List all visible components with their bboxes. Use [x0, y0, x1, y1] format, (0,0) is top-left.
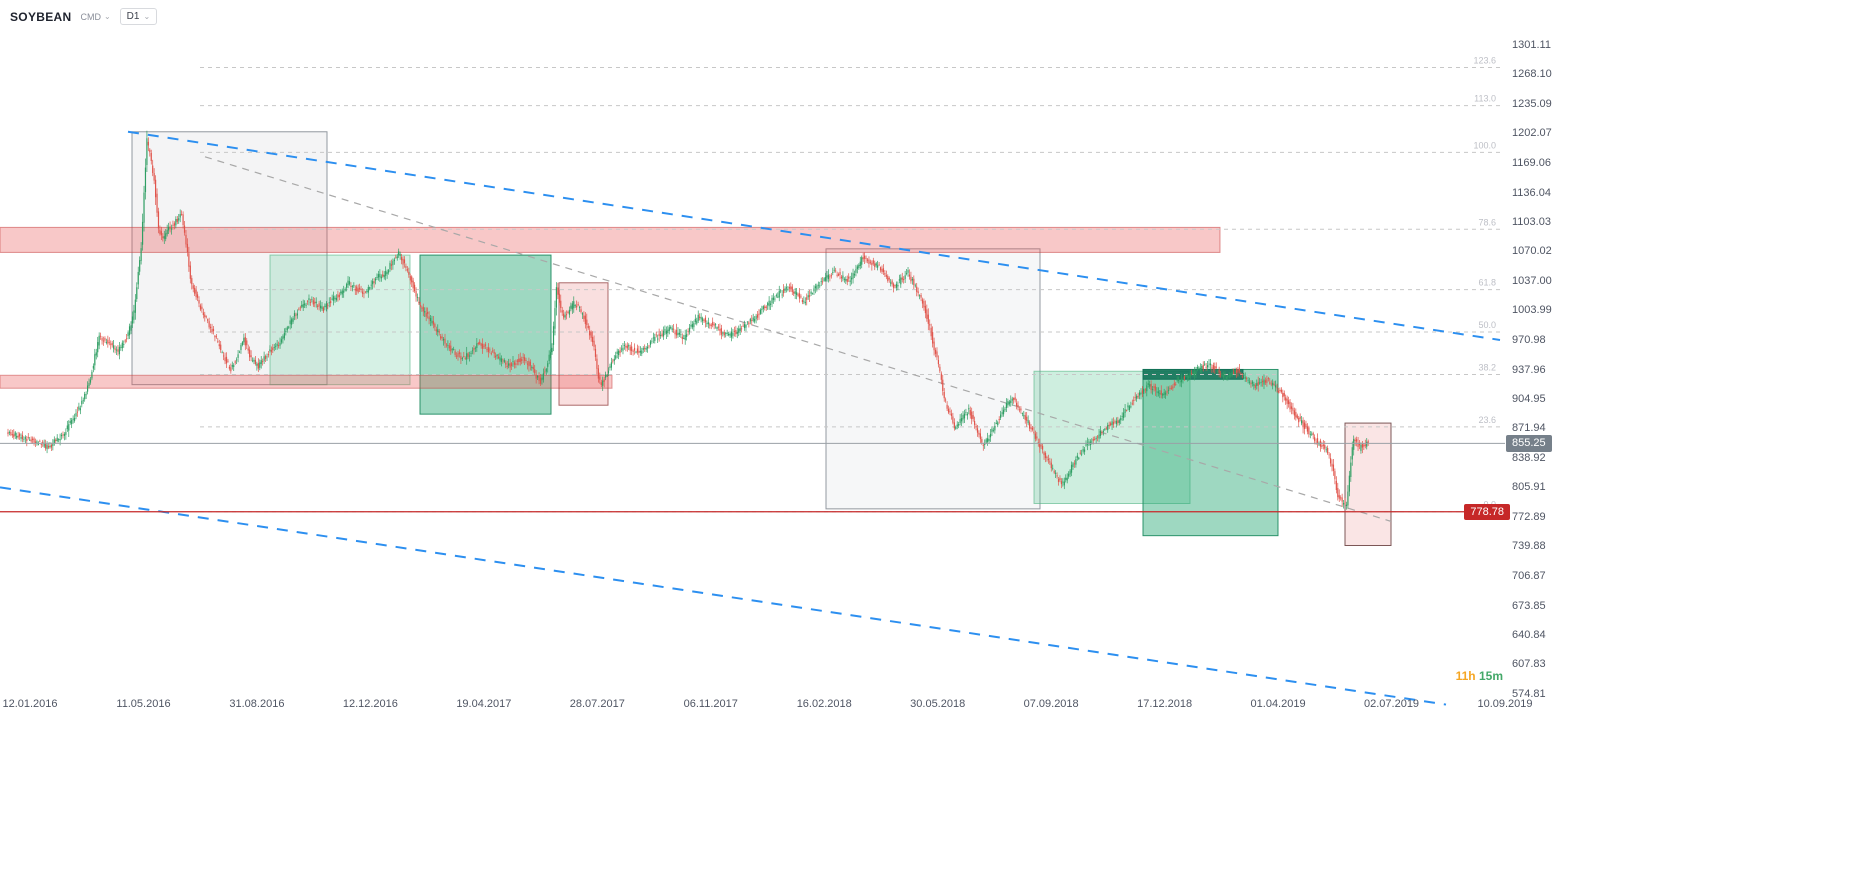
price-tick: 640.84	[1512, 628, 1546, 641]
chart-header: SOYBEAN CMD ⌄ D1 ⌄	[10, 8, 158, 25]
fib-level-label: 61.8	[1478, 278, 1496, 288]
price-tick: 1103.03	[1512, 215, 1551, 228]
date-tick: 19.04.2017	[456, 698, 512, 710]
price-lines-layer	[0, 442, 1505, 513]
date-tick: 12.01.2016	[2, 698, 58, 710]
alert-price-badge[interactable]: 778.78	[1464, 503, 1510, 521]
price-tick: 871.94	[1512, 422, 1546, 435]
price-tick: 805.91	[1512, 481, 1546, 494]
price-tick: 1202.07	[1512, 127, 1552, 140]
demand-box-mint-2016[interactable]	[269, 254, 411, 386]
date-tick: 02.07.2019	[1364, 698, 1420, 710]
fib-level-label: 113.0	[1474, 94, 1496, 104]
price-tick: 739.88	[1512, 540, 1546, 553]
market-label: CMD	[80, 11, 101, 22]
range-box-2018[interactable]	[825, 248, 1041, 510]
supply-zone-minor[interactable]	[0, 374, 613, 389]
price-tick: 1070.02	[1512, 245, 1552, 258]
price-tick: 772.89	[1512, 511, 1546, 523]
fib-level-label: 100.0	[1473, 140, 1496, 150]
demand-box-green-2017[interactable]	[419, 254, 552, 415]
chevron-down-icon: ⌄	[143, 11, 151, 21]
price-tick: 1136.04	[1512, 186, 1551, 199]
symbol-title: SOYBEAN	[10, 9, 72, 24]
chevron-down-icon: ⌄	[103, 11, 111, 21]
price-tick: 1169.06	[1512, 156, 1551, 169]
fib-level-label: 123.6	[1473, 56, 1496, 66]
price-tick: 673.85	[1512, 599, 1546, 612]
price-tick: 970.98	[1512, 333, 1546, 346]
price-tick: 1301.11	[1512, 39, 1551, 51]
date-tick: 31.08.2016	[229, 698, 285, 710]
price-tick: 706.87	[1512, 569, 1546, 582]
date-tick: 10.09.2019	[1477, 698, 1533, 710]
countdown-hours: 11h	[1455, 669, 1476, 683]
price-tick: 1268.10	[1512, 68, 1552, 81]
price-tick: 904.95	[1512, 392, 1546, 405]
range-box-2016[interactable]	[131, 131, 328, 386]
date-tick: 12.12.2016	[342, 698, 398, 710]
price-tick: 838.92	[1512, 451, 1546, 464]
downtrend-blue-lower[interactable]	[0, 486, 1447, 706]
last-price-badge: 855.25	[1506, 435, 1552, 453]
date-tick: 07.09.2018	[1023, 698, 1079, 710]
supply-zone-major[interactable]	[0, 226, 1221, 253]
downtrend-gray[interactable]	[204, 156, 1392, 522]
candle-bodies	[7, 138, 1369, 507]
candle-countdown: 11h 15m	[1456, 669, 1503, 683]
date-tick: 06.11.2017	[683, 698, 738, 710]
date-tick: 16.02.2018	[796, 698, 852, 710]
pink-box-2017[interactable]	[558, 282, 609, 406]
timeframe-dropdown[interactable]: D1 ⌄	[119, 8, 158, 25]
zones-layer	[0, 131, 1392, 546]
market-dropdown[interactable]: CMD ⌄	[80, 12, 110, 22]
price-tick: 1037.00	[1512, 275, 1552, 287]
date-tick: 11.05.2016	[116, 698, 171, 710]
timeframe-label: D1	[126, 11, 140, 22]
fib-level-label: 38.2	[1478, 362, 1496, 372]
price-tick: 1003.99	[1512, 304, 1552, 317]
countdown-minutes: 15m	[1478, 669, 1503, 683]
trendlines-layer	[0, 130, 1501, 706]
fib-level-label: 78.6	[1478, 217, 1496, 227]
date-tick: 01.04.2019	[1250, 698, 1306, 710]
price-tick: 607.83	[1512, 658, 1546, 671]
fib-level-label: 23.6	[1478, 415, 1496, 425]
date-tick: 28.07.2017	[569, 698, 625, 710]
fib-level-label: 50.0	[1478, 320, 1496, 330]
price-tick: 937.96	[1512, 363, 1546, 376]
date-tick: 30.05.2018	[910, 698, 966, 710]
date-tick: 17.12.2018	[1137, 698, 1193, 710]
price-tick: 1235.09	[1512, 97, 1552, 110]
price-tick: 574.81	[1512, 688, 1546, 700]
